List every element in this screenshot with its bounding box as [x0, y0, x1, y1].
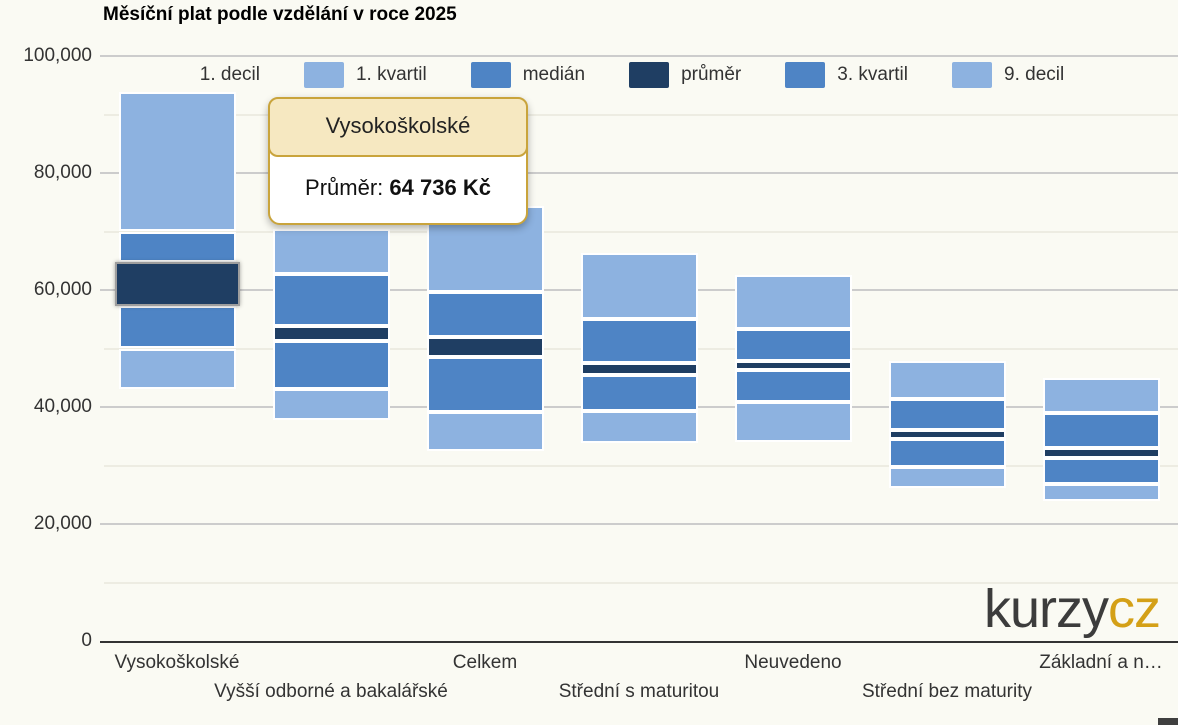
bar-segment-light-vy-odborn-a-bakal-sk-[interactable]	[272, 229, 390, 274]
legend-label: medián	[522, 64, 586, 85]
gridline-major	[100, 523, 1178, 525]
bar-segment-light-neuvedeno[interactable]	[734, 402, 852, 442]
legend-item-1-kvartil[interactable]: 1. kvartil	[303, 62, 427, 88]
kurzy-cz-logo: kurzycz	[983, 579, 1161, 639]
bar-segment-medium-vy-odborn-a-bakal-sk-[interactable]	[272, 341, 390, 390]
legend-label: 1. kvartil	[355, 64, 427, 85]
bar-segment-medium-celkem[interactable]	[426, 356, 544, 412]
page-corner-artifact	[1158, 718, 1178, 725]
y-axis-tick-label: 60,000	[33, 279, 92, 300]
gridline-minor	[104, 230, 1178, 233]
y-axis-tick-label: 0	[81, 630, 92, 651]
tooltip-body: Průměr: 64 736 Kč	[270, 155, 526, 223]
bar-segment-medium-st-edn-bez-maturity[interactable]	[888, 438, 1006, 467]
bar-segment-medium-celkem[interactable]	[426, 292, 544, 338]
hover-tooltip: Vysokoškolské Průměr: 64 736 Kč	[268, 97, 528, 225]
legend-swatch-3-kvartil-icon	[785, 62, 826, 88]
x-axis-category-label: Střední bez maturity	[861, 681, 1033, 702]
legend-item-prumer[interactable]: průměr	[629, 62, 741, 88]
bar-segment-light-vysoko-kolsk-[interactable]	[118, 348, 236, 390]
chart-title: Měsíční plat podle vzdělání v roce 2025	[103, 4, 457, 25]
bar-segment-light-st-edn-bez-maturity[interactable]	[888, 361, 1006, 399]
bar-segment-dark-st-edn-bez-maturity[interactable]	[888, 429, 1006, 439]
legend-label: 1. decil	[199, 64, 260, 85]
gridline-minor	[104, 113, 1178, 116]
legend-label: 3. kvartil	[837, 64, 908, 85]
legend-label: průměr	[681, 64, 742, 85]
logo-cz-text: cz	[1108, 579, 1161, 639]
legend-label: 9. decil	[1004, 64, 1065, 85]
tooltip-title: Vysokoškolské	[268, 97, 528, 157]
gridline-major	[100, 55, 1178, 57]
y-axis-tick-label: 20,000	[33, 513, 92, 534]
bar-segment-light-st-edn-bez-maturity[interactable]	[888, 466, 1006, 488]
x-axis-category-label: Vyšší odborné a bakalářské	[214, 681, 448, 702]
bar-segment-light-z-kladn-a-n-[interactable]	[1042, 483, 1160, 501]
y-axis-tick-label: 40,000	[33, 396, 92, 417]
bar-segment-medium-st-edn-s-maturitou[interactable]	[580, 375, 698, 411]
tooltip-metric-label: Průměr:	[305, 175, 384, 200]
legend-swatch-median-icon	[470, 62, 511, 88]
bar-segment-light-vysoko-kolsk-[interactable]	[118, 92, 236, 232]
bar-segment-dark-vysoko-kolsk-[interactable]	[114, 262, 240, 307]
y-axis-tick-label: 100,000	[23, 45, 92, 66]
bar-segment-light-neuvedeno[interactable]	[734, 275, 852, 329]
bar-segment-medium-st-edn-bez-maturity[interactable]	[888, 398, 1006, 430]
bar-segment-light-z-kladn-a-n-[interactable]	[1042, 377, 1160, 414]
bar-segment-medium-z-kladn-a-n-[interactable]	[1042, 457, 1160, 484]
bar-segment-medium-vysoko-kolsk-[interactable]	[118, 231, 236, 263]
y-axis-tick-label: 80,000	[33, 162, 92, 183]
bar-segment-medium-vy-odborn-a-bakal-sk-[interactable]	[272, 273, 390, 327]
bar-segment-dark-neuvedeno[interactable]	[734, 361, 852, 370]
legend-swatch-prumer-icon	[629, 62, 670, 88]
x-axis-category-label: Vysokoškolské	[114, 652, 240, 673]
legend-item-1-decil[interactable]: 1. decil	[176, 62, 260, 88]
bar-segment-light-vy-odborn-a-bakal-sk-[interactable]	[272, 389, 390, 420]
bar-segment-dark-celkem[interactable]	[426, 337, 544, 357]
bar-segment-medium-z-kladn-a-n-[interactable]	[1042, 413, 1160, 448]
x-axis-category-label: Neuvedeno	[744, 652, 842, 673]
x-axis-line	[100, 641, 1178, 643]
gridline-minor	[104, 464, 1178, 467]
tooltip-metric-value: 64 736 Kč	[389, 175, 491, 200]
gridline-major	[100, 172, 1178, 174]
legend-swatch-9-decil-icon	[952, 62, 992, 88]
gridline-minor	[104, 581, 1178, 584]
legend-swatch-1-kvartil-icon	[303, 62, 344, 88]
x-axis-category-label: Základní a n…	[1039, 652, 1163, 673]
bar-segment-dark-st-edn-s-maturitou[interactable]	[580, 362, 698, 376]
legend-item-3-kvartil[interactable]: 3. kvartil	[785, 62, 908, 88]
x-axis-category-label: Celkem	[452, 652, 518, 673]
bar-segment-light-celkem[interactable]	[426, 411, 544, 452]
bar-segment-medium-neuvedeno[interactable]	[734, 328, 852, 362]
legend-item-median[interactable]: medián	[470, 62, 586, 88]
chart-legend: 1. decil 1. kvartil medián průměr 3. kva…	[100, 62, 1140, 88]
x-axis-category-label: Střední s maturitou	[558, 681, 720, 702]
bar-segment-dark-z-kladn-a-n-[interactable]	[1042, 447, 1160, 458]
legend-item-9-decil[interactable]: 9. decil	[952, 62, 1064, 88]
bar-segment-medium-st-edn-s-maturitou[interactable]	[580, 318, 698, 363]
bar-segment-medium-neuvedeno[interactable]	[734, 369, 852, 403]
bar-segment-dark-vy-odborn-a-bakal-sk-[interactable]	[272, 326, 390, 342]
logo-kurzy-text: kurzy	[983, 579, 1109, 639]
bar-segment-light-st-edn-s-maturitou[interactable]	[580, 410, 698, 443]
bar-segment-light-st-edn-s-maturitou[interactable]	[580, 252, 698, 319]
bar-segment-medium-vysoko-kolsk-[interactable]	[118, 306, 236, 349]
